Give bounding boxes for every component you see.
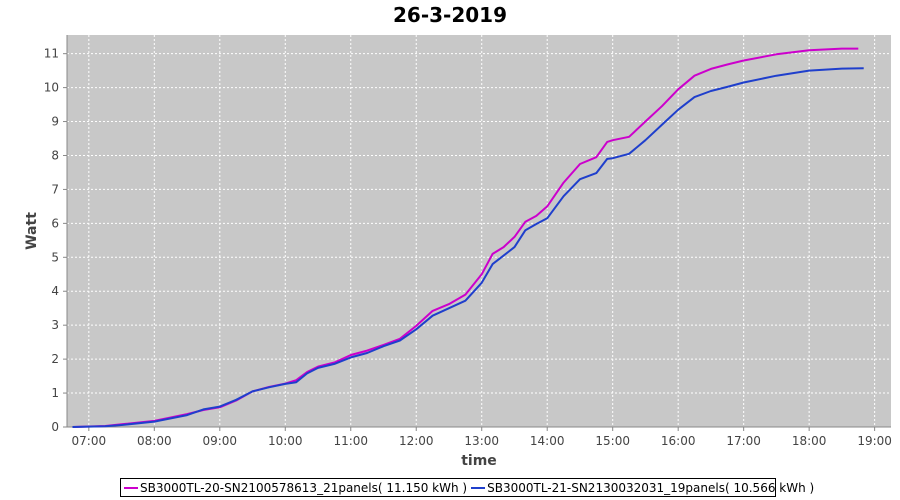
y-tick-label: 10 <box>44 81 59 95</box>
x-tick-label: 07:00 <box>72 434 107 448</box>
series-group <box>72 47 864 428</box>
y-tick-label: 9 <box>51 115 59 129</box>
x-axis-title: time <box>461 453 497 469</box>
x-tick-label: 18:00 <box>792 434 827 448</box>
legend-label: SB3000TL-20-SN2100578613_21panels( 11.15… <box>140 480 468 495</box>
x-tick-label: 13:00 <box>464 434 499 448</box>
y-tick-label: 3 <box>51 318 59 332</box>
x-tick-label: 16:00 <box>661 434 696 448</box>
x-tick-label: 09:00 <box>202 434 237 448</box>
y-tick-label: 8 <box>51 148 59 162</box>
x-tick-label: 10:00 <box>268 434 303 448</box>
legend-swatch <box>124 486 138 489</box>
x-tick-label: 17:00 <box>726 434 761 448</box>
legend-item: SB3000TL-20-SN2100578613_21panels( 11.15… <box>124 481 467 495</box>
grid-lines <box>67 35 891 428</box>
x-tick-label: 19:00 <box>857 434 892 448</box>
legend: SB3000TL-20-SN2100578613_21panels( 11.15… <box>120 478 814 497</box>
series-line-2 <box>72 67 864 428</box>
chart-plot: 0 1 2 3 4 5 6 7 8 9 10 11 07:00 08:00 09:00 10:00 11:00 1… <box>24 35 892 469</box>
x-tick-label: 11:00 <box>333 434 368 448</box>
legend-label: SB3000TL-21-SN2130032031_19panels( 10.56… <box>487 480 815 495</box>
plot-area <box>67 35 891 427</box>
x-tick-label: 08:00 <box>137 434 172 448</box>
axes: 0 1 2 3 4 5 6 7 8 9 10 11 07:00 08:00 09:00 10:00 11:00 1… <box>44 35 892 448</box>
x-tick-label: 14:00 <box>530 434 565 448</box>
legend-swatch <box>471 486 486 489</box>
y-tick-label: 0 <box>51 420 59 434</box>
y-axis-title: Watt <box>24 212 40 250</box>
legend-item: SB3000TL-21-SN2130032031_19panels( 10.56… <box>471 481 814 495</box>
y-tick-label: 4 <box>51 284 59 298</box>
chart-title: 26-3-2019 <box>392 3 507 27</box>
y-tick-label: 6 <box>51 216 59 230</box>
y-tick-label: 2 <box>51 352 59 366</box>
y-tick-label: 11 <box>44 47 59 61</box>
x-tick-label: 12:00 <box>399 434 434 448</box>
y-tick-label: 7 <box>51 182 59 196</box>
y-tick-label: 1 <box>51 386 59 400</box>
y-tick-label: 5 <box>51 250 59 264</box>
x-tick-label: 15:00 <box>595 434 630 448</box>
